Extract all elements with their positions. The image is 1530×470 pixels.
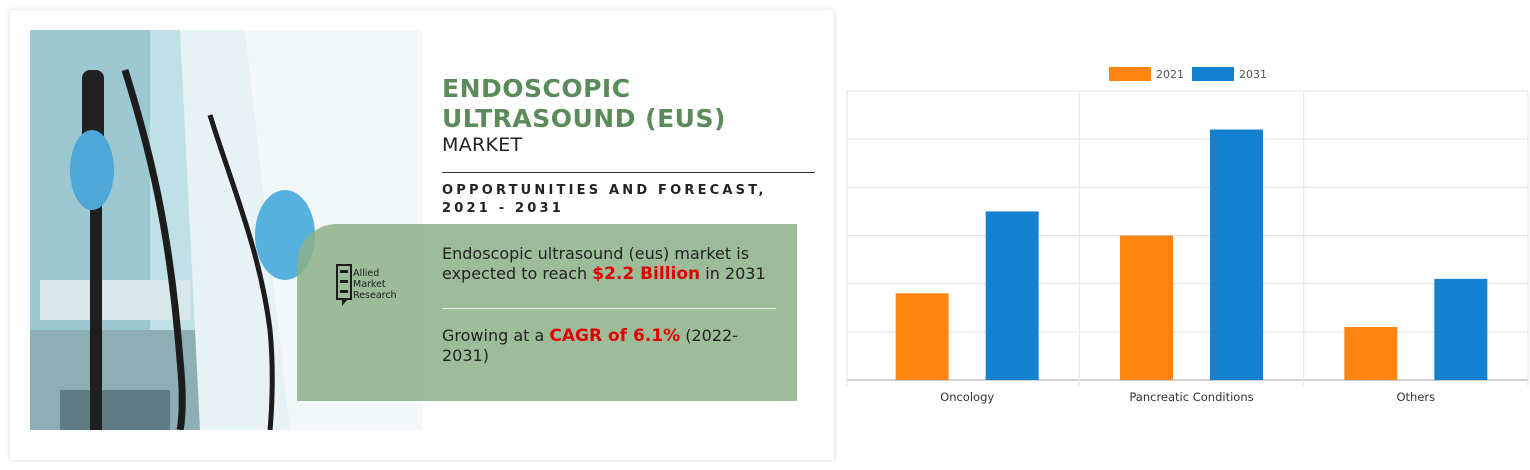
bar-2031-oncology: [985, 211, 1039, 380]
legend-swatch-2031: [1192, 67, 1234, 81]
bar-2021-pancreatic-conditions: [1120, 235, 1173, 380]
stat1-text: Endoscopic ultrasound (eus) market is ex…: [442, 244, 750, 283]
infographic-card: ENDOSCOPIC ULTRASOUND (EUS) MARKET OPPOR…: [10, 10, 834, 460]
x-tick-label: Others: [1397, 390, 1436, 404]
allied-market-research-logo: Allied Market Research: [336, 264, 411, 306]
legend-label-2031: 2031: [1239, 68, 1267, 81]
report-title: ENDOSCOPIC ULTRASOUND (EUS): [442, 74, 812, 134]
logo-text-3: Research: [353, 290, 397, 301]
cagr-value: CAGR of 6.1%: [549, 326, 681, 346]
title-divider: [442, 172, 815, 173]
title-line-2: ULTRASOUND (EUS): [442, 104, 726, 133]
bar-2031-others: [1434, 278, 1488, 380]
legend-swatch-2021: [1109, 67, 1151, 81]
report-subtitle: MARKET: [442, 134, 523, 156]
title-line-1: ENDOSCOPIC: [442, 74, 631, 103]
bar-2031-pancreatic-conditions: [1210, 129, 1263, 380]
stats-divider: [442, 308, 776, 309]
stat1-year: in 2031: [700, 264, 766, 283]
logo-text-1: Allied: [353, 268, 379, 279]
cagr-statement: Growing at a CAGR of 6.1% (2022-2031): [442, 326, 772, 366]
legend-label-2021: 2021: [1156, 68, 1184, 81]
x-tick-label: Pancreatic Conditions: [1129, 390, 1253, 404]
stat2-text: Growing at a: [442, 326, 550, 345]
forecast-period: OPPORTUNITIES AND FORECAST, 2021 - 2031: [442, 183, 767, 216]
bar-2021-oncology: [895, 293, 949, 380]
x-tick-label: Oncology: [940, 390, 994, 404]
bar-2021-others: [1344, 327, 1398, 380]
logo-text-2: Market: [353, 279, 386, 290]
bar-chart: Oncology Pancreatic Conditions Others 2021 2…: [846, 67, 1529, 404]
market-size-statement: Endoscopic ultrasound (eus) market is ex…: [442, 244, 782, 284]
stats-panel: [297, 224, 797, 401]
market-size-value: $2.2 Billion: [592, 264, 701, 284]
stat2-period: (2022-2031): [442, 326, 738, 365]
